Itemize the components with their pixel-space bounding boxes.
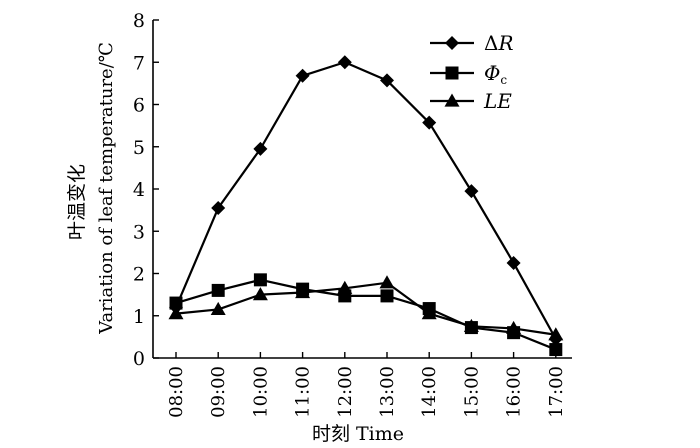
data-point — [295, 285, 311, 299]
series-line — [174, 61, 557, 340]
data-point — [549, 343, 563, 357]
y-tick-label: 3 — [133, 221, 145, 243]
series-line — [175, 278, 557, 351]
legend-marker — [445, 66, 459, 80]
series-line — [175, 281, 556, 336]
data-point — [253, 273, 267, 287]
data-point — [295, 68, 310, 83]
y-tick-label: 0 — [133, 348, 145, 370]
y-tick-label: 6 — [133, 95, 145, 117]
data-point — [379, 275, 395, 289]
x-tick-label: 16:00 — [504, 366, 525, 418]
data-point — [548, 327, 564, 341]
x-tick-label: 11:00 — [293, 366, 314, 418]
data-point — [506, 255, 521, 270]
x-tick-label: 14:00 — [419, 366, 440, 418]
data-point — [422, 115, 437, 130]
data-point — [168, 306, 184, 320]
data-point — [337, 280, 353, 294]
y-axis-ticks: 0 1 2 3 4 5 6 7 8 — [133, 10, 159, 370]
x-tick-label: 09:00 — [208, 366, 229, 418]
x-tick-label: 17:00 — [546, 366, 567, 418]
data-point — [380, 73, 394, 88]
x-tick-label: 12:00 — [335, 366, 356, 418]
data-point — [253, 141, 268, 156]
x-tick-label: 13:00 — [377, 366, 398, 418]
legend-label: ΔR — [484, 31, 514, 55]
data-point — [211, 201, 226, 216]
x-axis-label: 时刻 Time — [312, 423, 404, 445]
data-point — [464, 184, 479, 199]
series-layer — [168, 55, 564, 357]
legend-label: Φc — [484, 61, 507, 87]
data-point — [210, 301, 226, 316]
y-axis-label-chinese: 叶温变化 — [66, 164, 88, 240]
x-tick-label: 10:00 — [250, 366, 271, 418]
y-tick-label: 4 — [133, 179, 145, 201]
data-point — [252, 287, 268, 301]
data-point — [463, 318, 479, 332]
y-tick-label: 8 — [133, 10, 145, 32]
data-point — [421, 306, 437, 320]
y-tick-label: 2 — [133, 264, 145, 286]
data-point — [211, 283, 225, 297]
y-axis-label-english: Variation of leaf temperature/℃ — [96, 42, 117, 335]
x-tick-label: 08:00 — [166, 366, 187, 418]
legend-label: LE — [483, 89, 512, 113]
y-tick-label: 1 — [133, 306, 145, 328]
data-point — [169, 296, 183, 310]
series-triangle — [168, 275, 564, 341]
y-tick-label: 7 — [133, 52, 145, 74]
y-tick-label: 5 — [133, 137, 145, 159]
legend-marker — [445, 36, 459, 50]
data-point — [506, 320, 522, 335]
x-axis-ticks: 08:00 09:00 10:00 11:00 12:00 13:00 14:00 15:00… — [166, 352, 567, 418]
legend-marker — [444, 93, 460, 107]
x-tick-label: 15:00 — [461, 366, 482, 418]
data-point — [380, 289, 394, 303]
data-point — [337, 55, 352, 70]
